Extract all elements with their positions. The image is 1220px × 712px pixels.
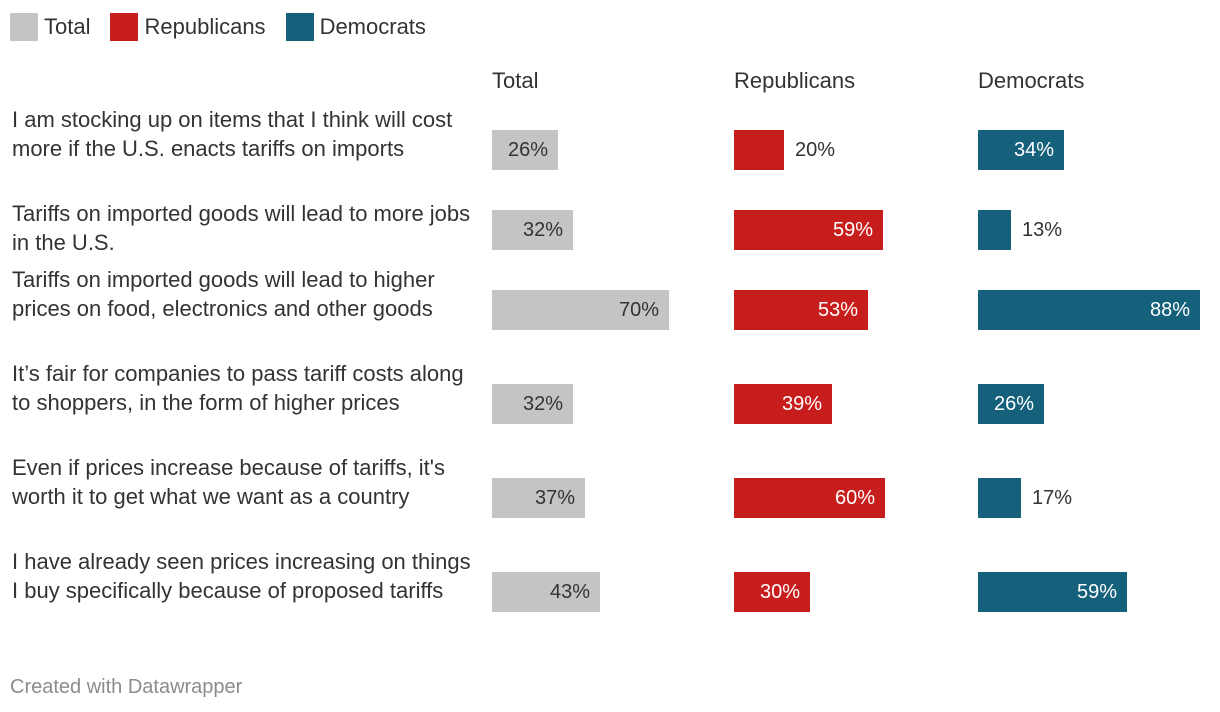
value-label-total: 32% bbox=[522, 393, 563, 415]
bar-republicans bbox=[734, 290, 868, 330]
legend-swatch-total bbox=[10, 13, 38, 41]
value-label-republicans: 30% bbox=[759, 581, 800, 603]
legend-item-democrats: Democrats bbox=[285, 13, 426, 41]
bar-total bbox=[492, 478, 585, 518]
value-label-democrats: 17% bbox=[1032, 487, 1073, 509]
value-label-republicans: 59% bbox=[832, 219, 873, 241]
row-label: Tariffs on imported goods will lead to h… bbox=[12, 267, 435, 321]
value-label-total: 37% bbox=[534, 487, 575, 509]
column-header-republicans: Republicans bbox=[734, 68, 856, 93]
footer-credit: Created with Datawrapper bbox=[10, 676, 243, 698]
bar-republicans bbox=[734, 384, 832, 424]
value-label-democrats: 26% bbox=[993, 393, 1034, 415]
value-label-total: 26% bbox=[507, 139, 548, 161]
row-label: It’s fair for companies to pass tariff c… bbox=[12, 361, 464, 415]
bar-republicans bbox=[734, 572, 810, 612]
bar-democrats bbox=[978, 478, 1021, 518]
row-label: I am stocking up on items that I think w… bbox=[12, 107, 453, 161]
bar-republicans bbox=[734, 210, 883, 250]
legend: Total Republicans Democrats bbox=[10, 12, 446, 42]
bar-democrats bbox=[978, 384, 1044, 424]
value-label-republicans: 60% bbox=[834, 487, 875, 509]
legend-swatch-republicans bbox=[110, 13, 139, 41]
legend-label-republicans: Republicans bbox=[144, 14, 266, 39]
bar-total bbox=[492, 384, 573, 424]
column-header-democrats: Democrats bbox=[978, 68, 1085, 93]
bar-democrats bbox=[978, 572, 1127, 612]
row-label: Even if prices increase because of tarif… bbox=[12, 455, 445, 509]
legend-swatch-democrats bbox=[285, 13, 314, 41]
bar-republicans bbox=[734, 130, 784, 170]
bar-total bbox=[492, 130, 558, 170]
bar-total bbox=[492, 290, 669, 330]
value-label-republicans: 20% bbox=[795, 139, 836, 161]
value-label-republicans: 53% bbox=[817, 299, 858, 321]
legend-label-total: Total bbox=[44, 14, 91, 39]
legend-label-democrats: Democrats bbox=[319, 14, 426, 39]
value-label-democrats: 88% bbox=[1149, 299, 1190, 321]
bar-democrats bbox=[978, 130, 1064, 170]
value-label-republicans: 39% bbox=[781, 393, 822, 415]
value-label-total: 32% bbox=[522, 219, 563, 241]
bar-democrats bbox=[978, 210, 1011, 250]
value-label-total: 70% bbox=[618, 299, 659, 321]
legend-item-republicans: Republicans bbox=[110, 13, 266, 41]
bar-republicans bbox=[734, 478, 885, 518]
bar-total bbox=[492, 210, 573, 250]
value-label-total: 43% bbox=[549, 581, 590, 603]
legend-item-total: Total bbox=[10, 13, 90, 41]
row-label: Tariffs on imported goods will lead to m… bbox=[12, 201, 471, 255]
bar-democrats bbox=[978, 290, 1200, 330]
value-label-democrats: 13% bbox=[1022, 219, 1063, 241]
bar-total bbox=[492, 572, 600, 612]
value-label-democrats: 59% bbox=[1076, 581, 1117, 603]
column-header-total: Total bbox=[492, 68, 539, 93]
row-label: I have already seen prices increasing on… bbox=[12, 549, 471, 603]
value-label-democrats: 34% bbox=[1013, 139, 1054, 161]
